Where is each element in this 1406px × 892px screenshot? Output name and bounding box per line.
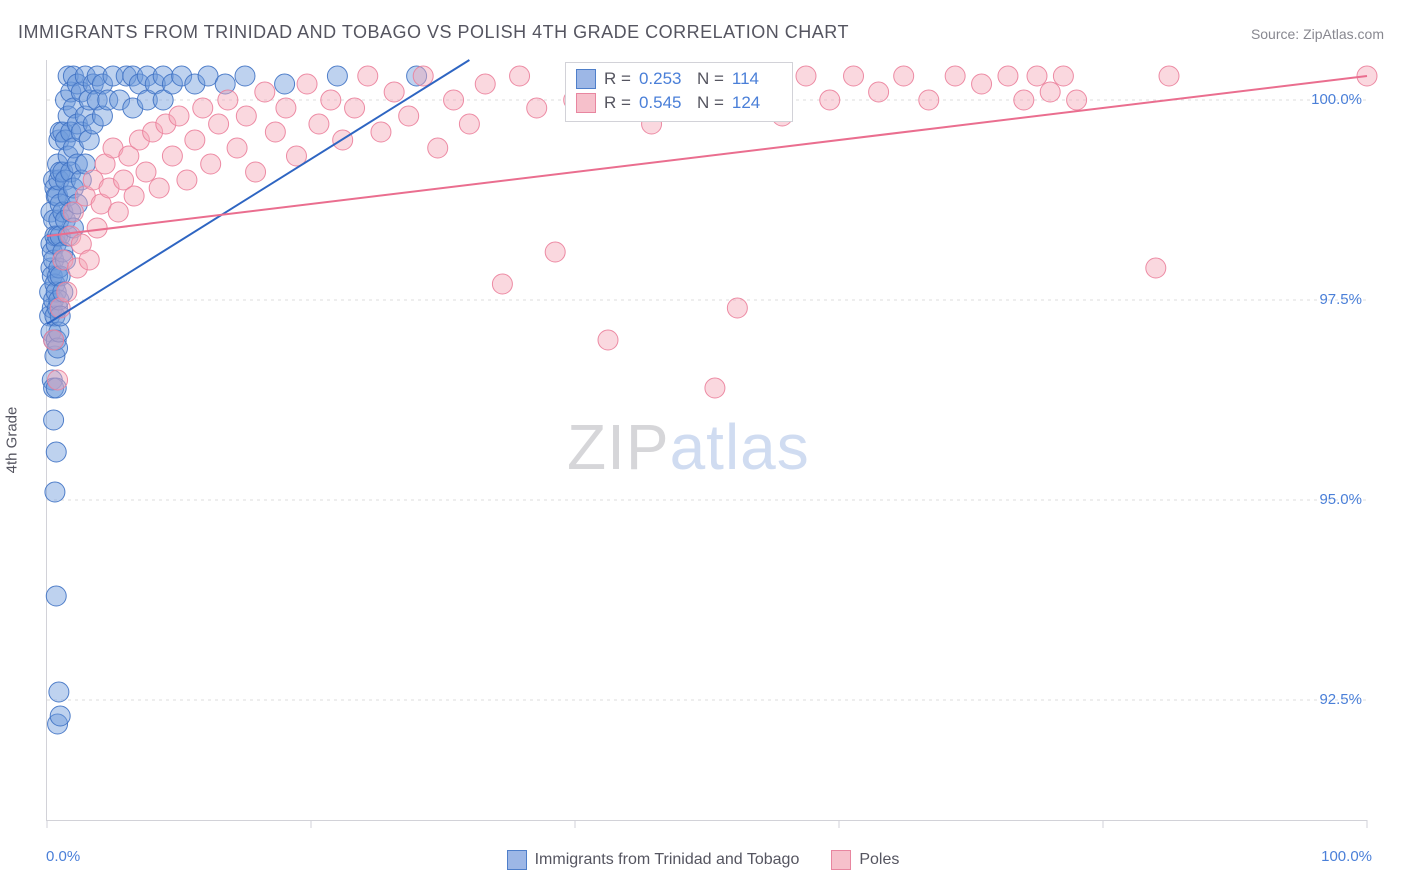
y-tick-label: 100.0% — [1306, 91, 1362, 108]
legend-item: Poles — [831, 850, 899, 870]
legend-bottom: Immigrants from Trinidad and Tobago Poles — [0, 850, 1406, 870]
legend-label: Poles — [859, 851, 899, 869]
legend-swatch — [831, 850, 851, 870]
y-tick-label: 92.5% — [1306, 691, 1362, 708]
y-axis-title: 4th Grade — [4, 407, 21, 474]
legend-swatch — [507, 850, 527, 870]
x-tick-label: 0.0% — [46, 848, 80, 865]
stats-row: R =0.253N =114 — [576, 67, 782, 91]
legend-item: Immigrants from Trinidad and Tobago — [507, 850, 800, 870]
chart-title: IMMIGRANTS FROM TRINIDAD AND TOBAGO VS P… — [18, 22, 849, 43]
y-tick-label: 97.5% — [1306, 291, 1362, 308]
legend-swatch — [576, 93, 596, 113]
x-tick-label: 100.0% — [1316, 848, 1372, 865]
legend-swatch — [576, 69, 596, 89]
source-label: Source: ZipAtlas.com — [1251, 26, 1384, 42]
stats-legend-box: R =0.253N =114R =0.545N =124 — [565, 62, 793, 122]
plot-svg — [47, 60, 1367, 820]
y-tick-label: 95.0% — [1306, 491, 1362, 508]
legend-label: Immigrants from Trinidad and Tobago — [535, 851, 800, 869]
plot-area: ZIPatlas — [46, 60, 1367, 821]
stats-row: R =0.545N =124 — [576, 91, 782, 115]
